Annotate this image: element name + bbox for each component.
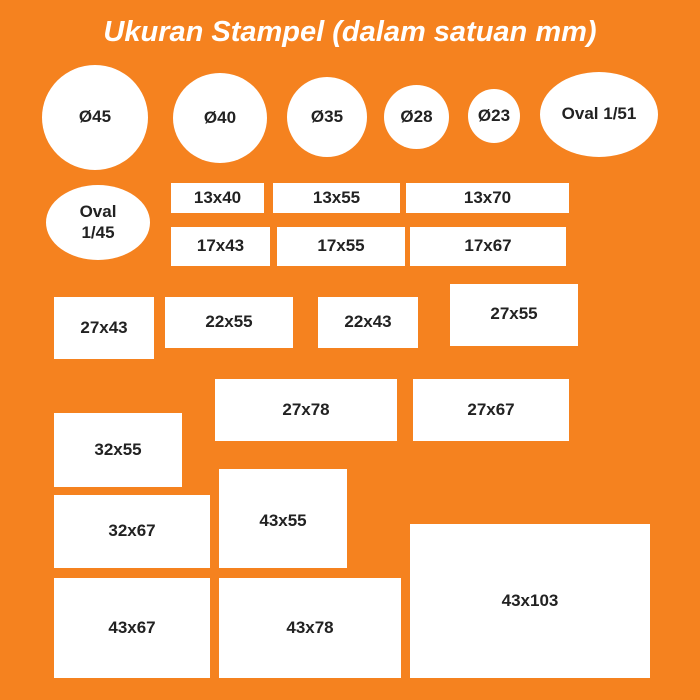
rect-stamp: 43x78 bbox=[219, 578, 401, 678]
rect-stamp: 27x55 bbox=[450, 284, 578, 346]
rect-stamp: 32x67 bbox=[54, 495, 210, 568]
oval-stamp-1-45: Oval 1/45 bbox=[46, 185, 150, 260]
rect-stamp: 27x67 bbox=[413, 379, 569, 441]
rect-stamp: 27x78 bbox=[215, 379, 397, 441]
rect-stamp: 43x67 bbox=[54, 578, 210, 678]
rect-stamp: 32x55 bbox=[54, 413, 182, 487]
rect-stamp: 22x55 bbox=[165, 297, 293, 348]
rect-stamp: 43x55 bbox=[219, 469, 347, 568]
round-stamp-28: Ø28 bbox=[384, 85, 449, 149]
round-stamp-40: Ø40 bbox=[173, 73, 267, 163]
oval-stamp-1-51: Oval 1/51 bbox=[540, 72, 658, 157]
round-stamp-35: Ø35 bbox=[287, 77, 367, 157]
rect-stamp: 17x67 bbox=[410, 227, 566, 266]
rect-stamp: 27x43 bbox=[54, 297, 154, 359]
rect-stamp: 17x43 bbox=[171, 227, 270, 266]
rect-stamp: 43x103 bbox=[410, 524, 650, 678]
rect-stamp: 13x55 bbox=[273, 183, 400, 213]
round-stamp-45: Ø45 bbox=[42, 65, 148, 170]
rect-stamp: 13x40 bbox=[171, 183, 264, 213]
rect-stamp: 17x55 bbox=[277, 227, 405, 266]
rect-stamp: 13x70 bbox=[406, 183, 569, 213]
round-stamp-23: Ø23 bbox=[468, 89, 520, 143]
page-title: Ukuran Stampel (dalam satuan mm) bbox=[103, 16, 597, 48]
rect-stamp: 22x43 bbox=[318, 297, 418, 348]
